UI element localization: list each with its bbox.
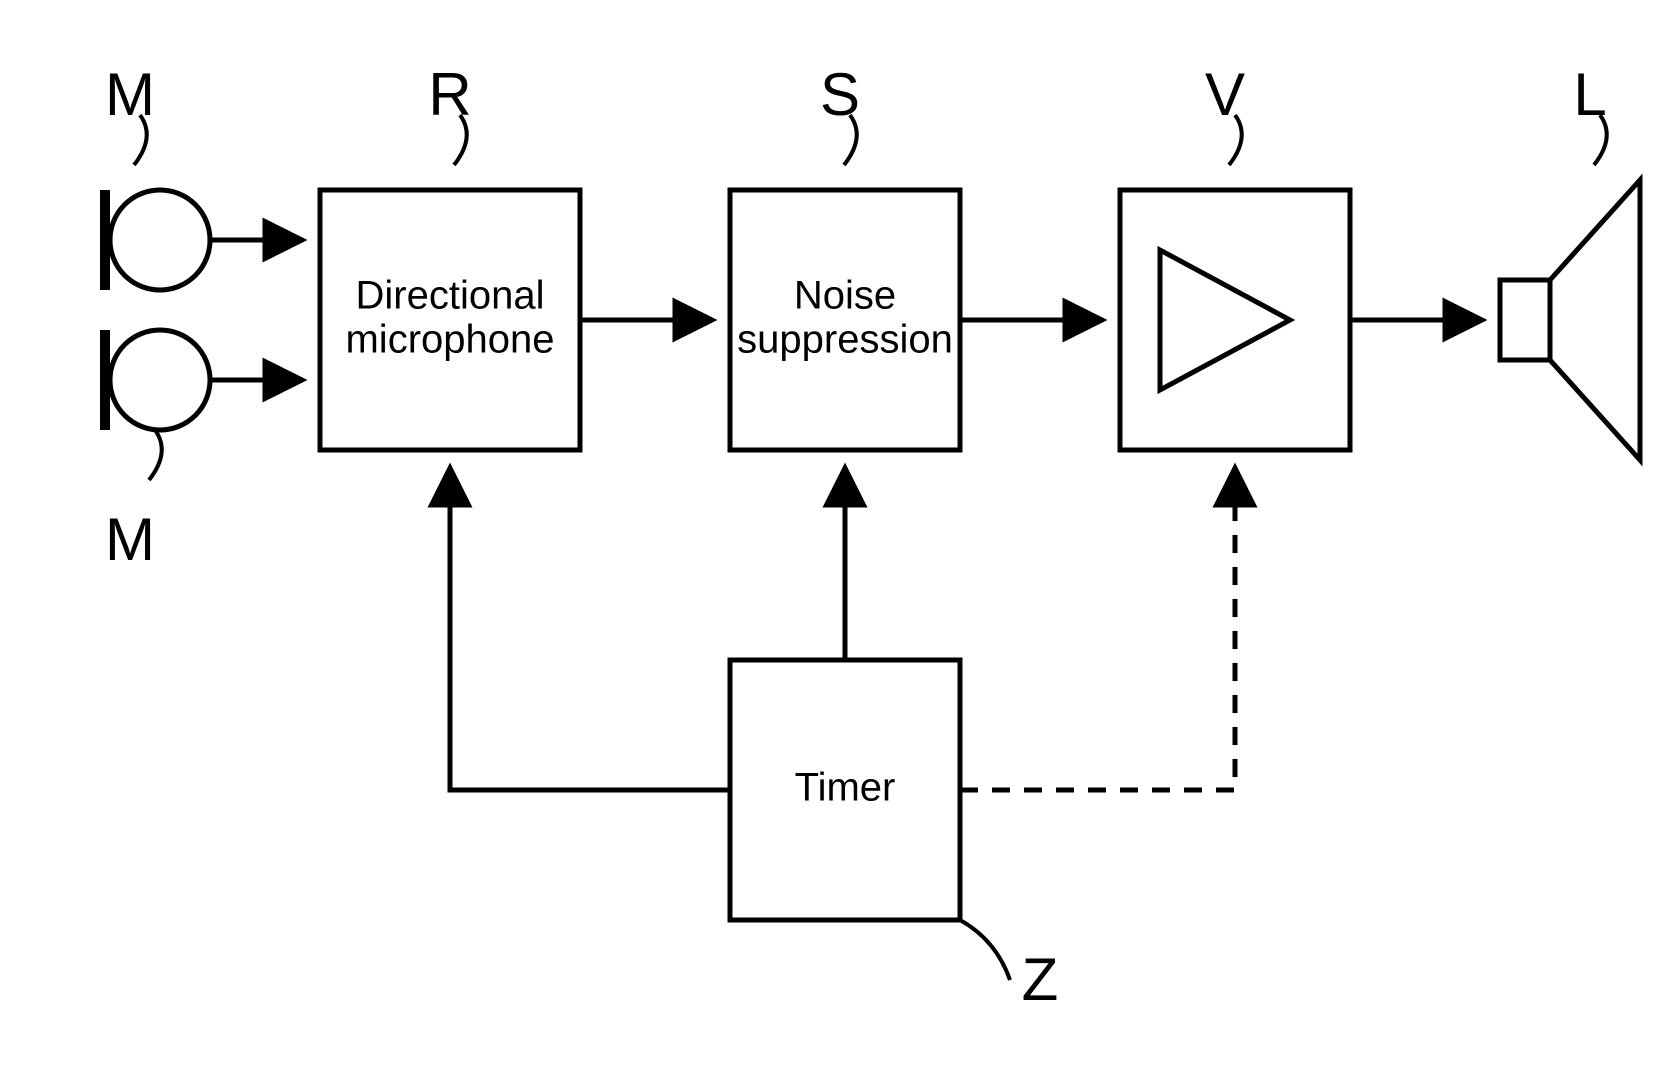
speaker: L (1500, 61, 1640, 460)
block-Z-tag: Z (1022, 946, 1059, 1013)
block-Z-swoosh (960, 920, 1010, 980)
block-V-rect (1120, 190, 1350, 450)
block-R-tag: R (428, 61, 471, 128)
block-R-line1: Directional (356, 274, 545, 318)
mic1-circle (110, 190, 210, 290)
mic2-circle (110, 330, 210, 430)
block-S-line2: suppression (737, 318, 953, 362)
block-directional-microphone: Directional microphone R (320, 61, 580, 450)
block-noise-suppression: Noise suppression S (730, 61, 960, 450)
mic1-tag: M (105, 61, 155, 128)
amplifier-triangle-icon (1160, 250, 1290, 390)
block-S-line1: Noise (794, 274, 896, 318)
microphone-2: M (105, 330, 210, 573)
speaker-rect (1500, 280, 1550, 360)
microphone-1: M (105, 61, 210, 290)
edge-Z-R (450, 470, 730, 790)
block-Z-line1: Timer (795, 766, 896, 810)
mic2-swoosh (149, 430, 162, 480)
block-R-line2: microphone (345, 318, 554, 362)
mic2-tag: M (105, 506, 155, 573)
block-timer: Timer Z (730, 660, 1058, 1013)
edge-Z-V (960, 470, 1235, 790)
speaker-cone-icon (1550, 180, 1640, 460)
block-amplifier: V (1120, 61, 1350, 450)
signal-flow-diagram: M M Directional microphone R Noise suppr… (0, 0, 1673, 1077)
